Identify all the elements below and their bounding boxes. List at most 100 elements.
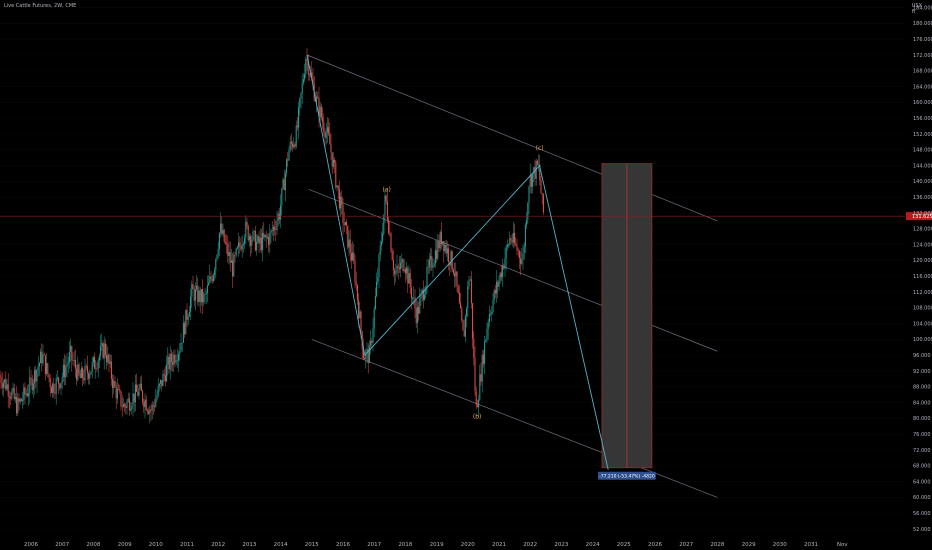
candle-body [259,237,261,244]
candle-body [152,405,154,406]
candle-body [80,368,82,378]
candle-body [367,349,369,364]
candle-body [72,360,74,361]
candle-body [70,346,72,352]
candle-body [329,133,331,145]
candle-body [473,338,475,358]
candle-body [522,253,524,260]
candle-body [49,378,51,388]
projection-box[interactable]: -77.210 (-53.47%) -4820 [597,163,656,480]
price-axis[interactable]: 52.000 56.000 60.000 64.000 68.000 72.000 76.0… [913,5,932,532]
candle-body [126,401,128,408]
candle-body [521,259,523,264]
candle-body [84,365,86,381]
candle-body [240,246,242,250]
candle-body [234,254,236,256]
time-axis[interactable]: 2006 2007 2008 2009 2010 2011 2012 2013 2014 2015… [24,542,848,548]
candle-body [516,245,518,251]
candle-body [44,355,46,374]
candle-body [211,278,213,281]
candle-body [71,346,73,361]
candle-body [118,388,120,390]
candle-body [462,320,464,331]
candle-body [163,373,165,376]
y-tick-label: 116.000 [913,274,932,280]
candle-body [463,330,465,337]
candle-body [407,267,409,284]
candle-body [6,384,8,390]
candle-body [352,252,354,261]
candle-body [366,349,368,352]
candle-body [130,409,132,411]
candle-body [233,254,235,277]
candle-body [512,232,514,243]
candle-body [373,308,375,329]
candle-body [4,379,6,383]
candle-body [230,260,232,263]
candle-body [478,399,480,408]
candle-body [0,376,2,384]
candle-body [289,141,291,150]
candle-body [398,267,400,270]
candle-body [468,280,470,287]
candle-body [36,369,38,382]
candle-body [425,286,427,295]
candle-body [38,363,40,367]
candle-body [186,309,188,320]
candle-body [253,231,255,232]
candlesticks [0,48,544,424]
candle-body [74,359,76,370]
candle-body [286,159,288,174]
candle-body [311,72,313,78]
candle-body [298,107,300,128]
candle-body [155,399,157,407]
candle-body [77,364,79,380]
candle-body [340,196,342,209]
candle-body [497,281,499,287]
candle-body [276,220,278,231]
candle-body [485,339,487,342]
candle-body [119,389,121,392]
candle-body [258,236,260,244]
y-tick-label: 60.000 [913,495,931,501]
last-price-value: 131.625 [912,214,932,220]
candle-body [271,230,273,232]
y-tick-label: 168.000 [913,69,932,75]
candle-body [454,273,456,277]
candle-body [95,368,97,370]
elliott-wave-path[interactable] [306,54,609,470]
candle-body [293,144,295,148]
candle-body [528,186,530,204]
candle-body [319,106,321,118]
y-tick-label: 128.000 [913,227,932,233]
candle-body [284,173,286,191]
candle-body [320,106,322,118]
candle-body [35,369,37,382]
candle-body [354,261,356,282]
symbol-title[interactable]: Live Cattle Futures, 2W, CME [4,3,77,9]
candle-body [204,294,206,295]
x-tick-label: 2020 [461,542,475,548]
candle-body [24,387,26,395]
candle-body [316,96,318,101]
x-tick-label: 2025 [617,542,631,548]
candle-body [114,380,116,387]
x-tick-label: 2017 [367,542,381,548]
candle-body [504,258,506,269]
candle-body [109,361,111,364]
x-tick-label: 2029 [742,542,756,548]
candle-body [344,222,346,226]
candle-body [294,144,296,147]
y-tick-label: 104.000 [913,321,932,327]
candle-body [304,74,306,80]
candle-body [292,143,294,148]
candle-body [13,387,15,400]
candle-body [144,399,146,408]
candle-body [358,299,360,319]
candle-body [266,236,268,238]
candle-body [401,259,403,263]
candle-body [372,328,374,343]
candle-body [200,289,202,303]
x-tick-label: 2016 [336,542,350,548]
